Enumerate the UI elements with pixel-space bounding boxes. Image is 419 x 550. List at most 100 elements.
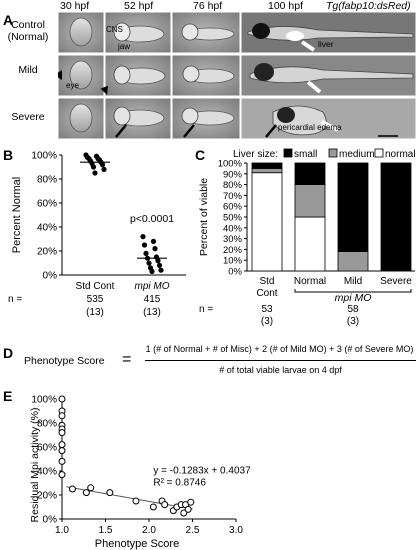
b-data-point bbox=[141, 242, 148, 248]
annotation-pericardial-edema: pericardial edema bbox=[278, 123, 342, 132]
c-bar-segment bbox=[380, 162, 412, 272]
c-y-tick-label: 20% bbox=[223, 245, 243, 256]
c-bar-segment bbox=[294, 162, 326, 186]
c-y-tick-label: 70% bbox=[223, 191, 243, 202]
b-data-point bbox=[150, 238, 157, 244]
b-n-value: 535 bbox=[87, 294, 104, 305]
e-x-tick-label: 3.0 bbox=[229, 525, 243, 536]
e-x-axis-label: Phenotype Score bbox=[95, 538, 179, 550]
c-bar-segment bbox=[337, 251, 369, 272]
e-data-point bbox=[58, 441, 66, 449]
e-y-tick-label: 40% bbox=[37, 467, 57, 478]
e-data-point bbox=[58, 457, 66, 465]
c-legend-title: Liver size: bbox=[233, 149, 278, 160]
b-n-label: n = bbox=[8, 294, 22, 305]
b-category-label: Std Cont bbox=[76, 281, 115, 292]
panel-c-stacked-bar-chart: Liver size: small medium normal 0%10%20%30%4… bbox=[198, 148, 416, 327]
e-data-point bbox=[106, 489, 114, 497]
e-x-tick-label: 1.0 bbox=[55, 525, 69, 536]
transgene-label: Tg(fabp10:dsRed) bbox=[326, 0, 411, 12]
c-n-value: 53 bbox=[261, 304, 273, 315]
formula-numerator: 1 (# of Normal + # of Misc) + 2 (# of Mi… bbox=[145, 344, 414, 354]
c-y-tick-label: 80% bbox=[223, 180, 243, 191]
c-y-tick-label: 30% bbox=[223, 234, 243, 245]
c-n-label: n = bbox=[199, 304, 213, 315]
row-label-control: Control (Normal) bbox=[7, 19, 49, 44]
c-n-group: (3) bbox=[261, 316, 273, 327]
b-data-point bbox=[155, 258, 161, 264]
c-n-group: (3) bbox=[347, 316, 359, 327]
b-data-point bbox=[146, 260, 152, 266]
panel-b-letter: B bbox=[3, 147, 14, 163]
e-y-tick-label: 60% bbox=[37, 443, 57, 454]
e-data-point bbox=[68, 485, 76, 493]
panel-b-scatter-chart: 0% 20% 40% 60% 80% 100% Percent Normal p<0.0001… bbox=[8, 151, 186, 318]
e-data-point bbox=[58, 395, 66, 403]
equals-sign: = bbox=[122, 351, 132, 368]
e-data-point bbox=[58, 471, 66, 479]
b-data-point bbox=[92, 170, 98, 176]
e-r-squared: R² = 0.8746 bbox=[153, 477, 206, 488]
e-y-tick-label: 0% bbox=[43, 515, 58, 526]
e-x-tick-label: 2.5 bbox=[186, 525, 200, 536]
c-category-label: Severe bbox=[380, 276, 412, 287]
panel-e-scatter-chart: 0% 20% 40% 60% 80% 100% 1.0 1.5 2.0 2.5 3.0 Residua… bbox=[29, 395, 251, 550]
c-y-tick-label: 40% bbox=[223, 223, 243, 234]
b-data-point bbox=[152, 246, 158, 252]
c-y-tick-label: 90% bbox=[223, 169, 243, 180]
timepoint-52hpf: 52 hpf bbox=[124, 0, 154, 12]
panel-a-image-grid bbox=[58, 12, 416, 140]
fraction-bar bbox=[145, 360, 416, 361]
b-data-point bbox=[156, 262, 163, 268]
c-category-label: Cont bbox=[256, 288, 277, 299]
b-data-point bbox=[99, 162, 106, 168]
e-data-point bbox=[161, 501, 169, 509]
c-legend-swatch bbox=[328, 148, 338, 158]
row-label-severe: Severe bbox=[11, 111, 45, 123]
c-bar-segment bbox=[251, 172, 283, 272]
b-data-point bbox=[143, 250, 149, 256]
c-y-tick-label: 10% bbox=[223, 256, 243, 267]
panel-c-letter: C bbox=[195, 147, 206, 163]
row-label-mild: Mild bbox=[18, 64, 38, 76]
b-n-value: 415 bbox=[144, 294, 161, 305]
formula-denominator: # of total viable larvae on 4 dpf bbox=[219, 365, 342, 375]
c-y-tick-label: 0% bbox=[228, 267, 242, 278]
e-y-tick-label: 100% bbox=[31, 395, 57, 406]
c-bar-segment bbox=[294, 216, 326, 272]
timepoint-100hpf: 100 hpf bbox=[268, 0, 304, 12]
c-y-tick-label: 100% bbox=[218, 159, 243, 170]
c-legend-label: medium bbox=[339, 149, 375, 160]
b-data-point bbox=[140, 234, 146, 240]
e-data-point bbox=[58, 447, 66, 455]
b-y-tick-label: 80% bbox=[37, 175, 57, 186]
c-category-label: Normal bbox=[294, 276, 326, 287]
e-equation: y = -0.1283x + 0.4037 bbox=[153, 465, 251, 476]
annotation-jaw: jaw bbox=[118, 42, 131, 51]
annotation-liver: liver bbox=[318, 39, 334, 49]
b-y-tick-label: 20% bbox=[37, 247, 57, 258]
b-n-group: (13) bbox=[143, 307, 161, 318]
row-severe-tiles bbox=[58, 97, 416, 140]
c-n-value: 58 bbox=[347, 304, 359, 315]
timepoint-76hpf: 76 hpf bbox=[193, 0, 223, 12]
panel-d-letter: D bbox=[3, 345, 14, 361]
panel-a-letter: A bbox=[3, 12, 14, 28]
c-legend-label: small bbox=[294, 149, 317, 160]
b-pvalue: p<0.0001 bbox=[130, 213, 174, 225]
phenotype-score-label: Phenotype Score bbox=[24, 355, 105, 367]
c-legend-swatch bbox=[374, 148, 384, 158]
annotation-eye: eye bbox=[66, 81, 79, 90]
c-mpi-label: mpi MO bbox=[335, 292, 372, 304]
c-mpi-bracket bbox=[294, 289, 412, 293]
e-y-tick-label: 20% bbox=[37, 491, 57, 502]
e-data-point bbox=[184, 505, 192, 513]
timepoint-30hpf: 30 hpf bbox=[60, 0, 90, 12]
e-data-point bbox=[82, 489, 90, 497]
b-data-point bbox=[149, 268, 155, 274]
c-bar-segment bbox=[251, 162, 283, 169]
b-y-tick-label: 40% bbox=[37, 223, 57, 234]
annotation-cns: CNS bbox=[106, 25, 123, 34]
b-n-group: (13) bbox=[86, 307, 104, 318]
c-y-tick-label: 60% bbox=[223, 202, 243, 213]
